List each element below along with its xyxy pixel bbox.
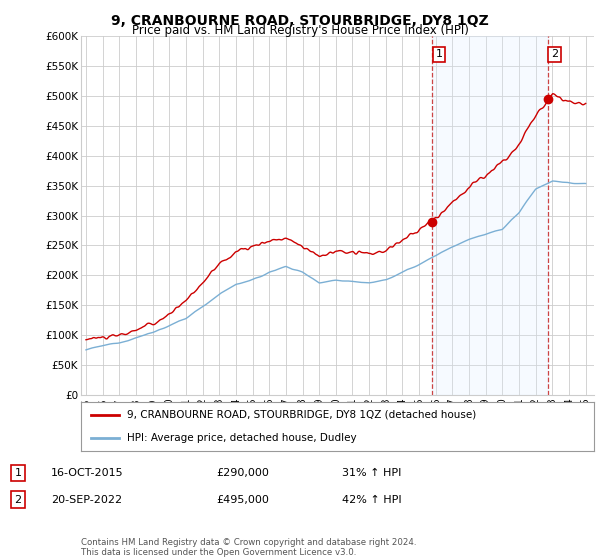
Text: 9, CRANBOURNE ROAD, STOURBRIDGE, DY8 1QZ (detached house): 9, CRANBOURNE ROAD, STOURBRIDGE, DY8 1QZ… (127, 410, 476, 420)
Text: £495,000: £495,000 (216, 494, 269, 505)
Text: 1: 1 (436, 49, 443, 59)
Text: Price paid vs. HM Land Registry's House Price Index (HPI): Price paid vs. HM Land Registry's House … (131, 24, 469, 37)
Bar (432, 36, 548, 395)
Text: Contains HM Land Registry data © Crown copyright and database right 2024.
This d: Contains HM Land Registry data © Crown c… (81, 538, 416, 557)
Text: 16-OCT-2015: 16-OCT-2015 (51, 468, 124, 478)
Text: 31% ↑ HPI: 31% ↑ HPI (342, 468, 401, 478)
Text: £290,000: £290,000 (216, 468, 269, 478)
Text: 2: 2 (14, 494, 22, 505)
Text: 9, CRANBOURNE ROAD, STOURBRIDGE, DY8 1QZ: 9, CRANBOURNE ROAD, STOURBRIDGE, DY8 1QZ (111, 14, 489, 28)
Text: 20-SEP-2022: 20-SEP-2022 (51, 494, 122, 505)
Text: 1: 1 (14, 468, 22, 478)
Text: 2: 2 (551, 49, 558, 59)
Text: HPI: Average price, detached house, Dudley: HPI: Average price, detached house, Dudl… (127, 433, 357, 444)
Text: 42% ↑ HPI: 42% ↑ HPI (342, 494, 401, 505)
